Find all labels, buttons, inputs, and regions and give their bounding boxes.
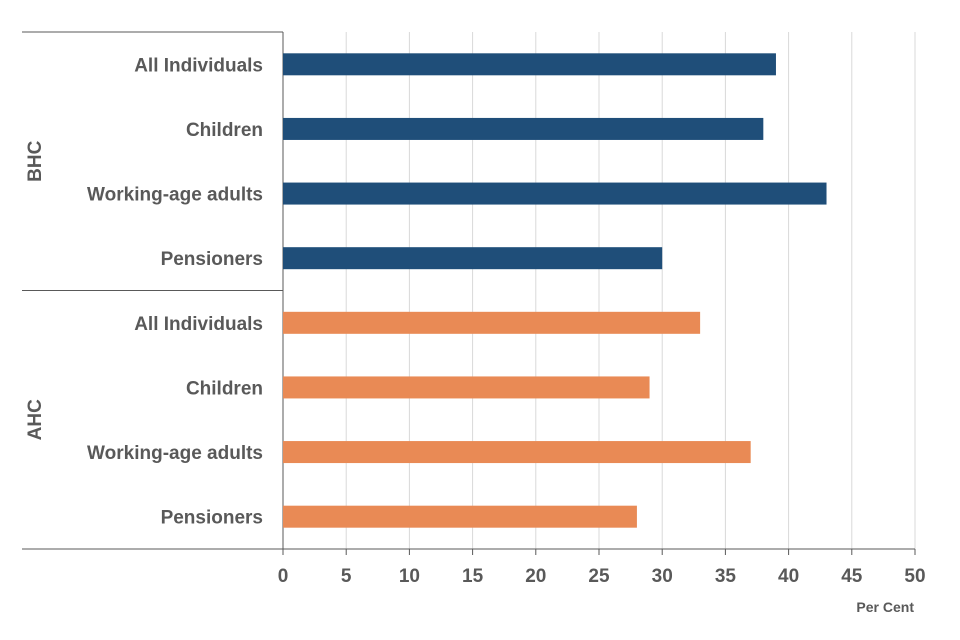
bar	[283, 505, 637, 528]
x-tick-labels: 0 5 10 15 20 25 30 35 40 45 50	[278, 566, 926, 587]
category-label: Pensioners	[161, 249, 263, 270]
bars	[283, 53, 827, 528]
x-tick-label: 50	[904, 566, 925, 587]
bar	[283, 53, 776, 76]
category-label: Working-age adults	[87, 443, 263, 464]
x-tick-label: 30	[652, 566, 673, 587]
category-label: All Individuals	[134, 314, 263, 335]
x-tick-label: 15	[462, 566, 484, 587]
x-tick-label: 45	[841, 566, 863, 587]
category-label: Children	[186, 378, 263, 399]
x-tick-label: 25	[588, 566, 610, 587]
x-tick-label: 40	[778, 566, 799, 587]
category-label: Children	[186, 120, 263, 141]
category-label: Pensioners	[161, 508, 263, 529]
x-tick-label: 35	[715, 566, 737, 587]
x-tick-label: 0	[278, 566, 289, 587]
bar	[283, 311, 701, 334]
group-label: AHC	[25, 399, 46, 440]
gridlines	[345, 32, 916, 549]
bar	[283, 117, 764, 140]
group-label: BHC	[25, 140, 46, 181]
x-axis-title: Per Cent	[856, 599, 914, 615]
bar	[283, 376, 650, 399]
x-tick-label: 10	[399, 566, 420, 587]
bar	[283, 247, 663, 270]
group-labels: BHC AHC	[25, 140, 46, 440]
category-label: Working-age adults	[87, 185, 263, 206]
axes	[22, 31, 916, 555]
category-labels: All Individuals Children Working-age adult…	[87, 55, 263, 528]
category-label: All Individuals	[134, 55, 263, 76]
bar	[283, 441, 751, 464]
bar	[283, 182, 827, 205]
x-tick-label: 20	[525, 566, 546, 587]
x-tick-label: 5	[341, 566, 352, 587]
